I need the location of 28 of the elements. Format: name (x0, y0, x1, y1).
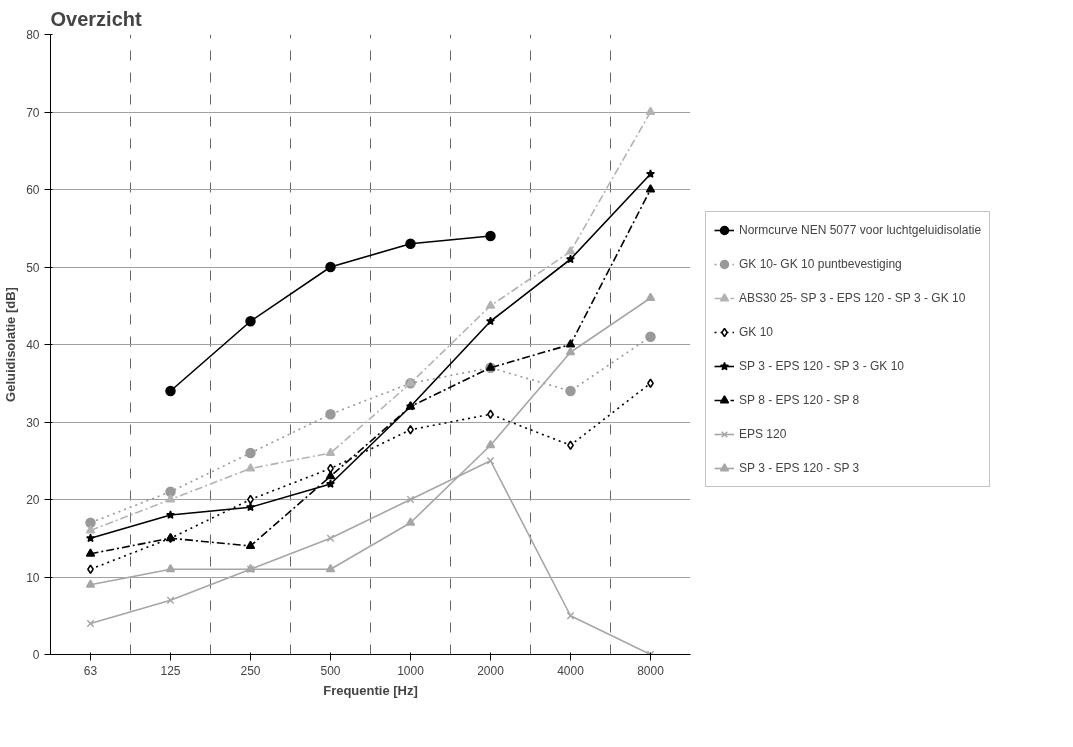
x-tick-label: 4000 (557, 663, 585, 678)
x-tick-label: 1000 (397, 663, 425, 678)
legend-label: Normcurve NEN 5077 voor luchtgeluidisolatie (739, 222, 982, 239)
legend-label: SP 3 - EPS 120 - SP 3 (739, 460, 860, 477)
y-tick-label: 60 (26, 183, 40, 197)
legend-label: GK 10 (739, 324, 774, 341)
legend-label: SP 3 - EPS 120 - SP 3 - GK 10 (739, 358, 904, 375)
legend-label: SP 8 - EPS 120 - SP 8 (739, 392, 860, 409)
y-tick-label: 30 (26, 415, 40, 430)
y-tick-label: 40 (26, 338, 40, 352)
chart-title: Overzicht (50, 7, 142, 30)
y-tick-label: 70 (26, 105, 40, 120)
x-tick-label: 125 (160, 663, 181, 678)
x-tick-label: 2000 (477, 663, 505, 678)
y-tick-label: 80 (26, 28, 40, 42)
y-tick-label: 0 (32, 648, 40, 662)
x-tick-label: 250 (240, 663, 261, 678)
y-tick-label: 10 (26, 570, 40, 585)
x-axis-title: Frequentie [Hz] (323, 682, 418, 698)
x-tick-label: 8000 (637, 663, 665, 678)
y-axis-title: Geluidisolatie [dB] (3, 287, 19, 402)
x-tick-label: 63 (83, 663, 98, 678)
legend-label: ABS30 25- SP 3 - EPS 120 - SP 3 - GK 10 (739, 290, 966, 307)
legend-label: GK 10- GK 10 puntbevestiging (739, 256, 902, 273)
legend-label: EPS 120 (739, 426, 787, 443)
y-tick-label: 20 (26, 493, 40, 507)
y-tick-label: 50 (26, 260, 40, 275)
x-tick-label: 500 (320, 663, 341, 678)
